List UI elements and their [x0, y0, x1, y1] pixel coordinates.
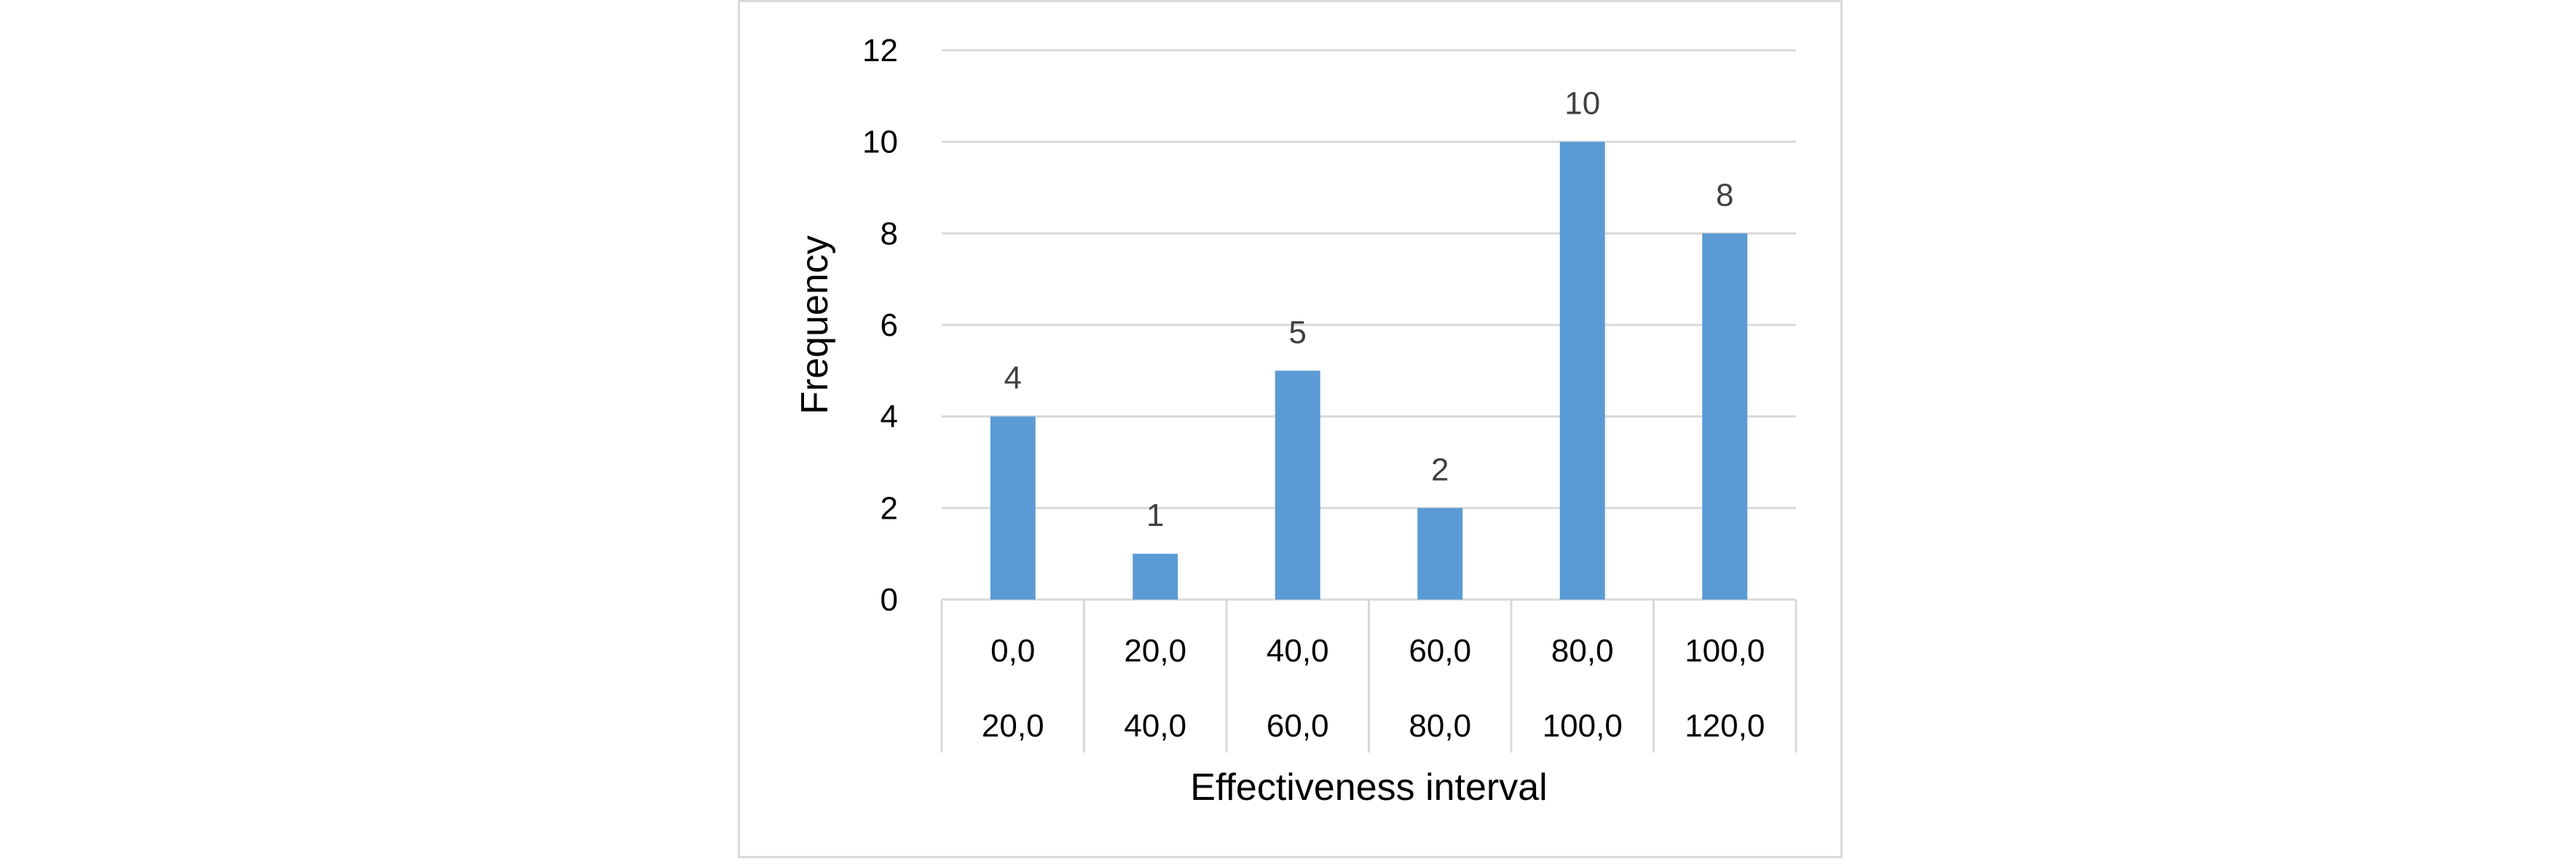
x-tick-label-end: 60,0	[1267, 708, 1329, 744]
bar	[1702, 233, 1748, 600]
bar	[1275, 370, 1320, 600]
x-axis-dividers	[940, 600, 1797, 753]
x-tick-label-end: 100,0	[1543, 708, 1623, 744]
y-tick-label: 4	[881, 399, 898, 435]
x-tick-labels: 0,0 20,0 20,0 40,0 40,0 60,0 60,0 80,0 80,0 100,0…	[982, 633, 1765, 744]
x-axis-title: Effectiveness interval	[1190, 766, 1547, 809]
x-tick-label-end: 120,0	[1685, 708, 1765, 744]
x-tick-label-end: 20,0	[982, 708, 1044, 744]
data-label: 8	[1716, 177, 1733, 213]
data-label: 4	[1004, 361, 1022, 396]
x-tick-label-start: 20,0	[1124, 633, 1186, 669]
chart-frame: 0 2 4 6 8 10 12 0,0 20,0 20,0 40,0 40,0 60,0 60,0 80,…	[738, 0, 1843, 858]
y-tick-label: 8	[881, 216, 898, 251]
bar	[990, 416, 1036, 600]
x-tick-label-start: 80,0	[1551, 633, 1614, 669]
bar	[1133, 554, 1178, 600]
x-tick-label-start: 40,0	[1267, 633, 1329, 669]
x-tick-label-start: 0,0	[990, 633, 1035, 669]
y-tick-label: 12	[862, 33, 898, 68]
y-tick-label: 2	[881, 490, 898, 526]
data-labels: 4 1 5 2 10 8	[1004, 86, 1734, 534]
y-tick-label: 10	[862, 125, 898, 160]
gridlines	[942, 49, 1796, 601]
x-tick-label-start: 60,0	[1409, 633, 1471, 669]
data-label: 1	[1146, 498, 1164, 533]
y-tick-label: 6	[881, 307, 898, 343]
data-label: 5	[1289, 315, 1307, 350]
bar	[1559, 141, 1605, 600]
y-tick-label: 0	[881, 582, 898, 618]
y-tick-labels: 0 2 4 6 8 10 12	[862, 33, 898, 618]
data-label: 2	[1431, 452, 1449, 487]
data-label: 10	[1564, 86, 1600, 122]
bars	[990, 141, 1748, 600]
x-tick-label-start: 100,0	[1685, 633, 1765, 669]
x-tick-label-end: 40,0	[1124, 708, 1186, 744]
x-tick-label-end: 80,0	[1409, 708, 1471, 744]
bar	[1417, 508, 1463, 600]
y-axis-title: Frequency	[794, 235, 836, 415]
